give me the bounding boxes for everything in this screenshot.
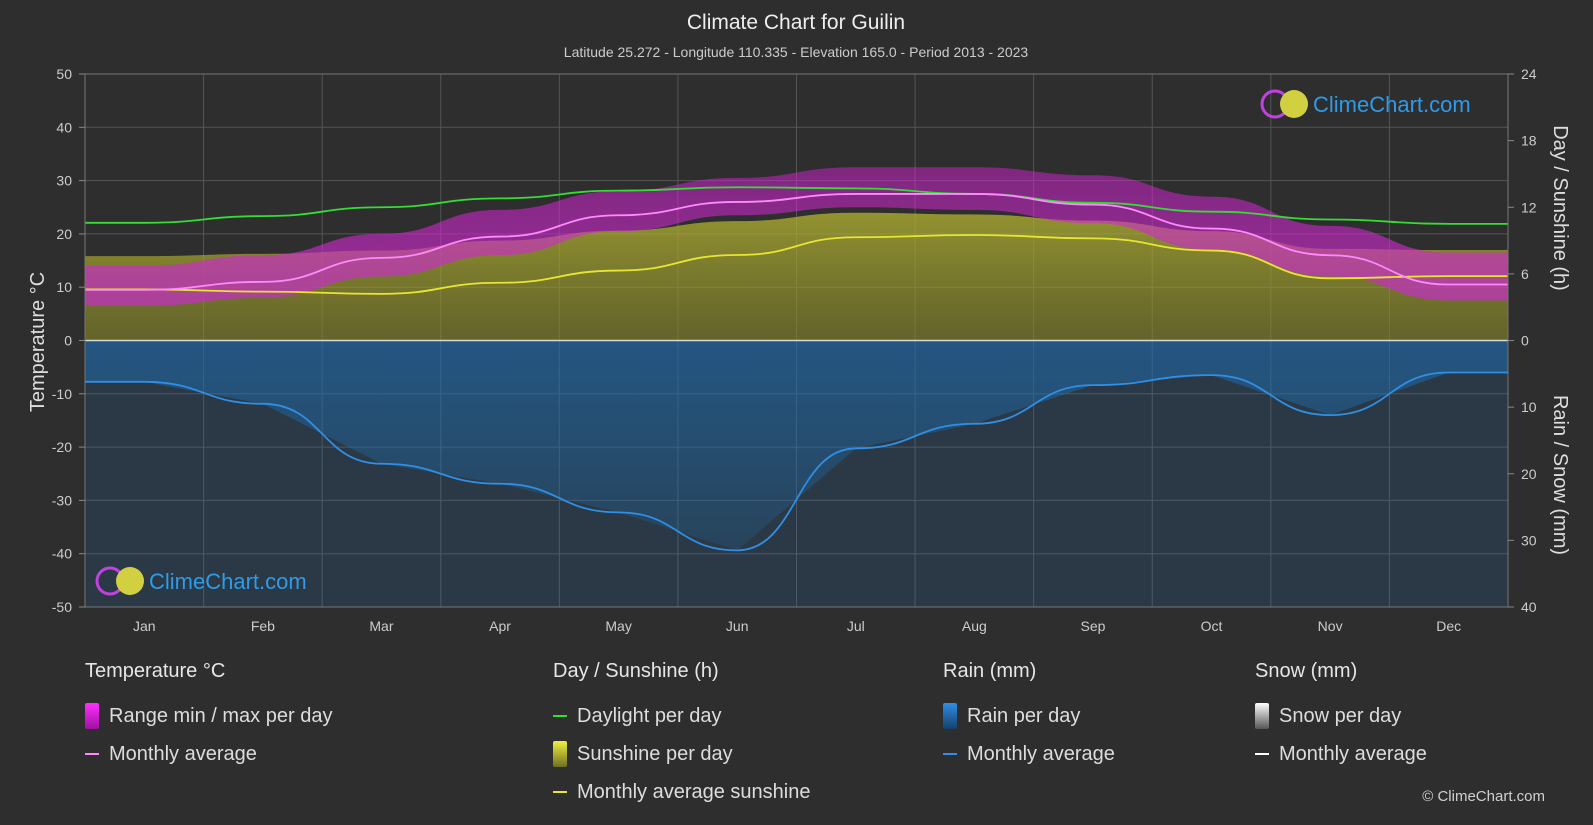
right-bottom-axis-label: Rain / Snow (mm) bbox=[1549, 395, 1571, 555]
legend-item: Monthly average bbox=[943, 735, 1115, 773]
legend-label: Rain per day bbox=[967, 704, 1081, 727]
sunshine-avg-line bbox=[85, 234, 1508, 295]
legend-label: Monthly average sunshine bbox=[577, 780, 811, 803]
legend-label: Monthly average bbox=[109, 742, 257, 765]
legend-rain: Rain (mm) Rain per day Monthly average bbox=[943, 660, 1115, 773]
rain-swatch bbox=[943, 703, 957, 729]
right-bottom-tick-label: 10 bbox=[1521, 399, 1537, 415]
sunshine-avg-swatch bbox=[553, 791, 567, 793]
right-top-tick-label: 18 bbox=[1521, 133, 1537, 149]
snow-avg-swatch bbox=[1255, 753, 1269, 755]
legend-item: Snow per day bbox=[1255, 697, 1427, 735]
legend-header: Day / Sunshine (h) bbox=[553, 660, 719, 682]
legend-item: Monthly average bbox=[85, 735, 332, 773]
rain-avg-line bbox=[85, 371, 1508, 552]
legend-item: Range min / max per day bbox=[85, 697, 332, 735]
left-tick-label: 20 bbox=[56, 226, 72, 242]
left-tick-label: 40 bbox=[56, 119, 72, 135]
legend-label: Daylight per day bbox=[577, 704, 722, 727]
legend-label: Range min / max per day bbox=[109, 704, 333, 727]
rain-avg-swatch bbox=[943, 753, 957, 755]
legend-item: Sunshine per day bbox=[553, 735, 810, 773]
legend-header: Snow (mm) bbox=[1255, 660, 1358, 682]
right-bottom-tick-label: 30 bbox=[1521, 532, 1537, 548]
legend-item: Rain per day bbox=[943, 697, 1115, 735]
month-label: Jul bbox=[847, 618, 865, 634]
month-label: Feb bbox=[251, 618, 275, 634]
legend-snow: Snow (mm) Snow per day Monthly average bbox=[1255, 660, 1427, 773]
rain-fill bbox=[85, 340, 1508, 551]
left-tick-label: 30 bbox=[56, 173, 72, 189]
left-tick-label: -30 bbox=[52, 492, 72, 508]
chart-title: Climate Chart for Guilin bbox=[687, 11, 905, 34]
temperature-range-band bbox=[85, 167, 1508, 306]
right-top-tick-label: 6 bbox=[1521, 266, 1529, 282]
temp-range-swatch bbox=[85, 703, 99, 729]
month-label: Oct bbox=[1201, 618, 1223, 634]
right-top-tick-label: 0 bbox=[1521, 333, 1529, 349]
month-label: Jun bbox=[726, 618, 749, 634]
month-label: Jan bbox=[133, 618, 156, 634]
right-top-tick-label: 12 bbox=[1521, 199, 1537, 215]
legend-label: Monthly average bbox=[967, 742, 1115, 765]
month-label: Apr bbox=[489, 618, 511, 634]
daylight-swatch bbox=[553, 715, 567, 717]
left-tick-label: -40 bbox=[52, 546, 72, 562]
month-label: May bbox=[605, 618, 631, 634]
left-tick-label: 50 bbox=[56, 66, 72, 82]
chart-subtitle: Latitude 25.272 - Longitude 110.335 - El… bbox=[564, 44, 1029, 60]
legend-sunshine: Day / Sunshine (h) Daylight per day Suns… bbox=[553, 660, 810, 811]
legend-item: Monthly average sunshine bbox=[553, 773, 810, 811]
month-label: Mar bbox=[369, 618, 393, 634]
brand-text-top: ClimeChart.com bbox=[1313, 92, 1471, 117]
legend-label: Monthly average bbox=[1279, 742, 1427, 765]
data-fills bbox=[85, 167, 1508, 607]
left-tick-label: -10 bbox=[52, 386, 72, 402]
legend-item: Monthly average bbox=[1255, 735, 1427, 773]
right-bottom-tick-label: 20 bbox=[1521, 466, 1537, 482]
month-label: Nov bbox=[1318, 618, 1343, 634]
legend-header: Temperature °C bbox=[85, 660, 226, 682]
legend-label: Sunshine per day bbox=[577, 742, 733, 765]
legend-header: Rain (mm) bbox=[943, 660, 1037, 682]
legend-item: Daylight per day bbox=[553, 697, 810, 735]
brand-logo-top: ClimeChart.com bbox=[1260, 89, 1471, 119]
month-label: Dec bbox=[1436, 618, 1461, 634]
left-axis-label: Temperature °C bbox=[27, 272, 49, 412]
logo-sun-icon bbox=[116, 567, 144, 595]
temperature-avg-line bbox=[84, 193, 1508, 291]
left-tick-label: -50 bbox=[52, 599, 72, 615]
copyright: © ClimeChart.com bbox=[1422, 788, 1545, 805]
data-lines bbox=[84, 186, 1508, 552]
right-top-axis-label: Day / Sunshine (h) bbox=[1549, 125, 1571, 291]
sunshine-swatch bbox=[553, 741, 567, 767]
temp-avg-swatch bbox=[85, 753, 99, 755]
right-bottom-tick-label: 40 bbox=[1521, 599, 1537, 615]
left-tick-label: 10 bbox=[56, 279, 72, 295]
daylight-line bbox=[85, 186, 1508, 225]
left-tick-label: -20 bbox=[52, 439, 72, 455]
axes: 50 40 30 20 10 0 -10 -20 -30 -40 -50 24 18 12 6 0 10 20 30… bbox=[52, 66, 1537, 634]
brand-text-bottom: ClimeChart.com bbox=[149, 569, 307, 594]
legend-temperature: Temperature °C Range min / max per day M… bbox=[85, 660, 332, 773]
logo-sun-icon bbox=[1280, 90, 1308, 118]
legend-label: Snow per day bbox=[1279, 704, 1402, 727]
month-label: Sep bbox=[1080, 618, 1105, 634]
brand-logo-bottom: ClimeChart.com bbox=[95, 566, 307, 596]
snow-swatch bbox=[1255, 703, 1269, 729]
right-top-tick-label: 24 bbox=[1521, 66, 1537, 82]
left-tick-label: 0 bbox=[64, 333, 72, 349]
month-label: Aug bbox=[962, 618, 987, 634]
